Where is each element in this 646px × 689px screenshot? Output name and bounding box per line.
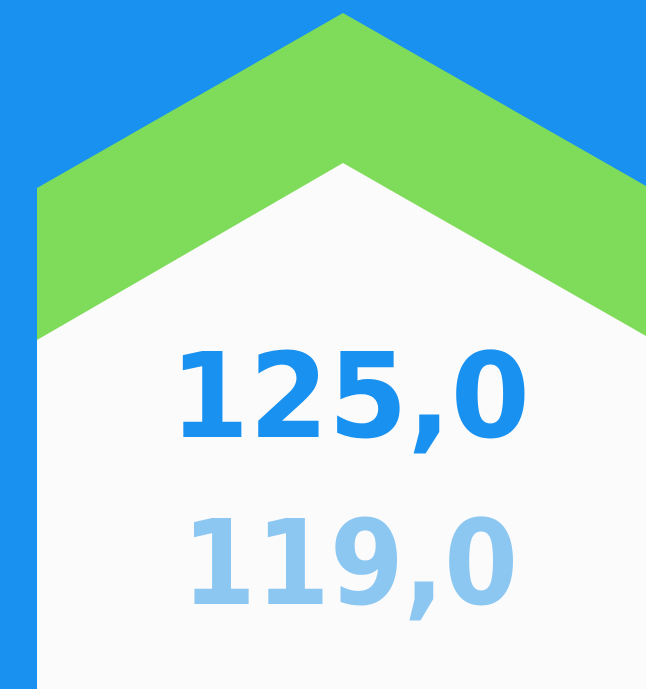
primary-value: 125,0 (170, 327, 530, 465)
secondary-value: 119,0 (182, 494, 518, 632)
house-body (37, 163, 646, 689)
